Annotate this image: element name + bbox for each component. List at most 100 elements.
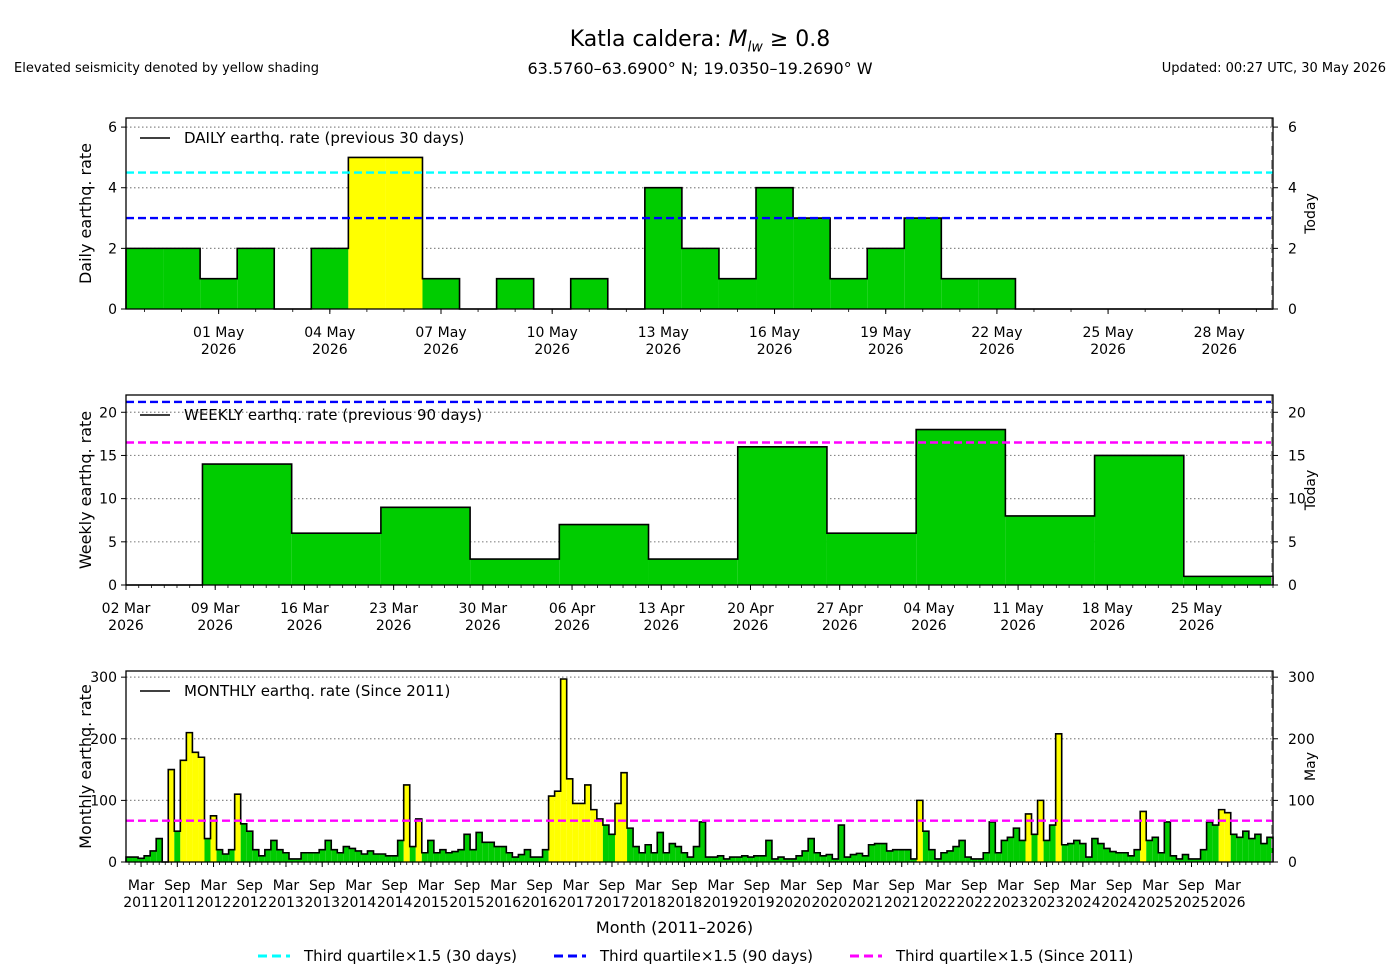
elevated-bar [554,791,561,862]
rate-bar [862,855,869,862]
elevated-bar [180,760,187,862]
y-tick-label: 100 [90,793,117,809]
rate-bar [1146,840,1153,862]
x-tick-label-year: 2026 [733,618,769,634]
today-label: Today [1303,470,1319,512]
rate-bar [451,851,459,862]
rate-bar [771,858,778,862]
x-tick-label-year: 2026 [646,342,682,358]
x-tick-label-year: 2019 [739,895,775,911]
x-tick-label: 07 May [415,325,466,341]
elevated-bar [192,752,199,862]
x-tick-label: 28 May [1194,325,1245,341]
elevated-bar [584,784,591,862]
rate-bar [144,855,151,862]
x-tick-label: 16 May [749,325,800,341]
x-tick-label-year: 2023 [993,895,1029,911]
panel-legend-label: WEEKLY earthq. rate (previous 90 days) [184,406,482,424]
x-tick-label-year: 2026 [1090,342,1126,358]
rate-bar [1260,843,1267,862]
elevated-bar [560,679,567,862]
x-tick-label-year: 2025 [1174,895,1210,911]
rate-bar [723,858,730,862]
x-tick-label: 02 Mar [102,601,151,617]
rate-bar [518,854,525,862]
x-tick-label: Mar [128,878,155,894]
rate-bar [681,248,719,309]
x-tick-label: Mar [490,878,517,894]
rate-bar [291,533,381,585]
x-tick-label-year: 2026 [1000,618,1036,634]
x-tick-label: 13 May [638,325,689,341]
elevated-bar [590,809,597,862]
rate-bar [741,855,748,862]
elevated-bar [572,803,579,862]
elevated-bar [916,800,923,862]
rate-bar [953,846,960,862]
y-tick-label-right: 6 [1288,120,1297,136]
x-tick-label-year: 2014 [341,895,377,911]
x-tick-label-year: 2012 [232,895,268,911]
y-tick-label: 20 [99,405,117,421]
rate-bar [237,248,275,309]
x-tick-label-year: 2026 [197,618,233,634]
rate-bar [737,446,827,585]
rate-bar [126,248,164,309]
rate-bar [458,849,465,862]
x-tick-label: Mar [1215,878,1242,894]
rate-bar [349,848,356,862]
y-tick-label-right: 2 [1288,241,1297,257]
rate-bar [796,855,803,862]
chart-subtitle: 63.5760–63.6900° N; 19.0350–19.2690° W [527,59,873,78]
rate-bar [288,858,296,862]
rate-bar [910,858,917,862]
x-tick-label: Sep [961,878,988,894]
x-tick-label-year: 2013 [304,895,340,911]
rate-bar [494,846,501,862]
rate-bar [488,842,495,862]
x-tick-label: 18 May [1082,601,1133,617]
y-axis-label: Daily earthq. rate [76,143,95,284]
rate-bar [482,842,489,862]
rate-bar [1176,858,1183,862]
x-tick-label-year: 2013 [268,895,304,911]
y-tick-label: 6 [108,120,117,136]
rate-bar [1067,843,1074,862]
x-tick-label-year: 2020 [811,895,847,911]
y-tick-label-right: 5 [1288,535,1297,551]
elevated-bar [621,772,628,862]
rate-bar [826,854,833,862]
rate-step-line [125,678,1274,863]
y-tick-label-right: 15 [1288,448,1306,464]
elevated-bar [614,803,622,862]
rate-bar [989,821,996,862]
x-tick-label: Mar [1070,878,1097,894]
y-tick-label-right: 200 [1288,732,1315,748]
elevated-bar [403,784,410,862]
rate-bar [1103,848,1111,862]
y-tick-label: 2 [108,241,117,257]
rate-bar [1031,834,1038,862]
rate-bar [174,831,181,862]
rate-bar [1248,838,1255,862]
y-tick-label-right: 300 [1288,670,1315,686]
y-tick-label: 10 [99,492,117,508]
rate-bar [965,857,972,862]
rate-bar [820,855,827,862]
x-tick-label: Mar [1142,878,1169,894]
x-tick-label-year: 2021 [884,895,920,911]
rate-bar [826,533,917,585]
rate-bar [343,846,350,862]
x-tick-label: Sep [454,878,481,894]
elevated-note: Elevated seismicity denoted by yellow sh… [14,61,320,76]
x-tick-label: Mar [925,878,952,894]
rate-bar [1212,825,1219,862]
rate-bar [1043,840,1050,862]
rate-bar [928,849,935,862]
x-tick-label: 25 May [1171,601,1222,617]
elevated-bar [198,757,205,862]
rate-bar [367,850,374,862]
rate-bar [832,858,839,862]
x-tick-label-year: 2014 [377,895,413,911]
rate-bar [765,840,772,862]
